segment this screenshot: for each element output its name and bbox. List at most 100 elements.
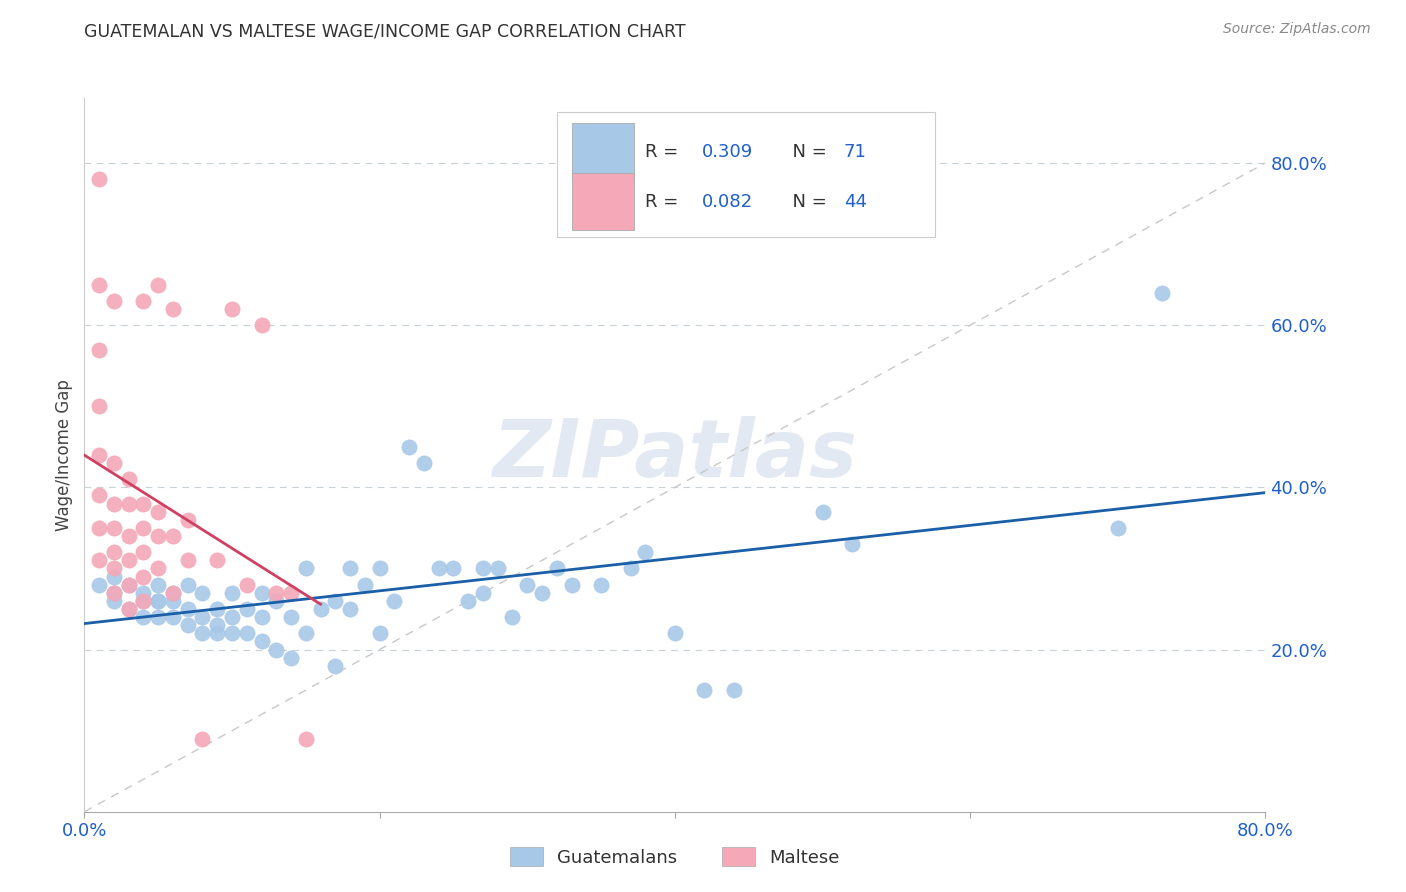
Point: [118, 472, 141, 486]
Point: [87, 277, 111, 292]
Point: [177, 553, 200, 567]
Point: [619, 561, 641, 575]
Point: [87, 172, 111, 186]
Point: [118, 529, 141, 543]
Point: [501, 610, 523, 624]
Point: [295, 561, 318, 575]
Point: [103, 521, 125, 535]
Point: [87, 521, 111, 535]
Point: [191, 586, 214, 600]
Point: [546, 561, 568, 575]
Point: [264, 586, 288, 600]
Point: [162, 610, 184, 624]
Point: [280, 650, 302, 665]
Point: [1150, 285, 1173, 300]
Point: [472, 586, 495, 600]
Point: [339, 602, 361, 616]
Point: [368, 626, 391, 640]
Point: [118, 497, 141, 511]
Point: [221, 586, 243, 600]
Point: [811, 505, 834, 519]
Text: N =: N =: [782, 193, 832, 211]
Point: [205, 602, 228, 616]
Point: [221, 626, 243, 640]
Point: [103, 497, 125, 511]
Y-axis label: Wage/Income Gap: Wage/Income Gap: [55, 379, 73, 531]
Point: [472, 561, 495, 575]
Point: [191, 731, 214, 746]
Point: [841, 537, 863, 551]
Point: [205, 618, 228, 632]
Point: [591, 577, 613, 591]
Point: [177, 618, 200, 632]
Point: [132, 497, 155, 511]
Point: [427, 561, 450, 575]
Point: [162, 586, 184, 600]
Text: 0.082: 0.082: [702, 193, 754, 211]
Point: [250, 586, 273, 600]
Point: [132, 586, 155, 600]
Point: [103, 586, 125, 600]
Point: [382, 594, 406, 608]
Point: [323, 594, 347, 608]
Point: [87, 343, 111, 357]
Point: [103, 569, 125, 583]
Point: [1107, 521, 1129, 535]
Point: [148, 594, 170, 608]
Point: [132, 293, 155, 308]
Point: [87, 577, 111, 591]
Point: [103, 456, 125, 470]
Point: [250, 610, 273, 624]
Point: [205, 553, 228, 567]
Point: [368, 561, 391, 575]
Point: [250, 634, 273, 648]
Point: [87, 553, 111, 567]
Point: [118, 602, 141, 616]
Text: R =: R =: [645, 193, 685, 211]
Point: [723, 683, 745, 698]
Point: [148, 610, 170, 624]
Point: [103, 561, 125, 575]
Point: [132, 569, 155, 583]
Point: [191, 610, 214, 624]
Point: [221, 301, 243, 316]
Point: [132, 521, 155, 535]
Text: GUATEMALAN VS MALTESE WAGE/INCOME GAP CORRELATION CHART: GUATEMALAN VS MALTESE WAGE/INCOME GAP CO…: [84, 22, 686, 40]
Point: [118, 577, 141, 591]
Point: [162, 586, 184, 600]
Point: [457, 594, 479, 608]
Point: [309, 602, 332, 616]
Point: [191, 626, 214, 640]
Point: [530, 586, 553, 600]
Point: [103, 586, 125, 600]
Point: [148, 594, 170, 608]
Point: [235, 577, 259, 591]
Point: [516, 577, 538, 591]
Point: [339, 561, 361, 575]
Point: [264, 594, 288, 608]
FancyBboxPatch shape: [572, 123, 634, 180]
Point: [235, 602, 259, 616]
Point: [132, 545, 155, 559]
FancyBboxPatch shape: [572, 173, 634, 230]
Point: [177, 602, 200, 616]
Point: [162, 594, 184, 608]
Point: [354, 577, 377, 591]
Text: ZIPatlas: ZIPatlas: [492, 416, 858, 494]
Point: [323, 658, 347, 673]
Point: [148, 529, 170, 543]
Point: [103, 293, 125, 308]
Point: [177, 513, 200, 527]
Point: [398, 440, 420, 454]
Point: [250, 318, 273, 333]
Point: [177, 577, 200, 591]
Point: [441, 561, 464, 575]
Text: N =: N =: [782, 143, 832, 161]
Point: [118, 602, 141, 616]
Point: [693, 683, 716, 698]
Text: R =: R =: [645, 143, 685, 161]
Point: [280, 610, 302, 624]
Point: [87, 448, 111, 462]
Point: [148, 561, 170, 575]
Text: 0.309: 0.309: [702, 143, 754, 161]
